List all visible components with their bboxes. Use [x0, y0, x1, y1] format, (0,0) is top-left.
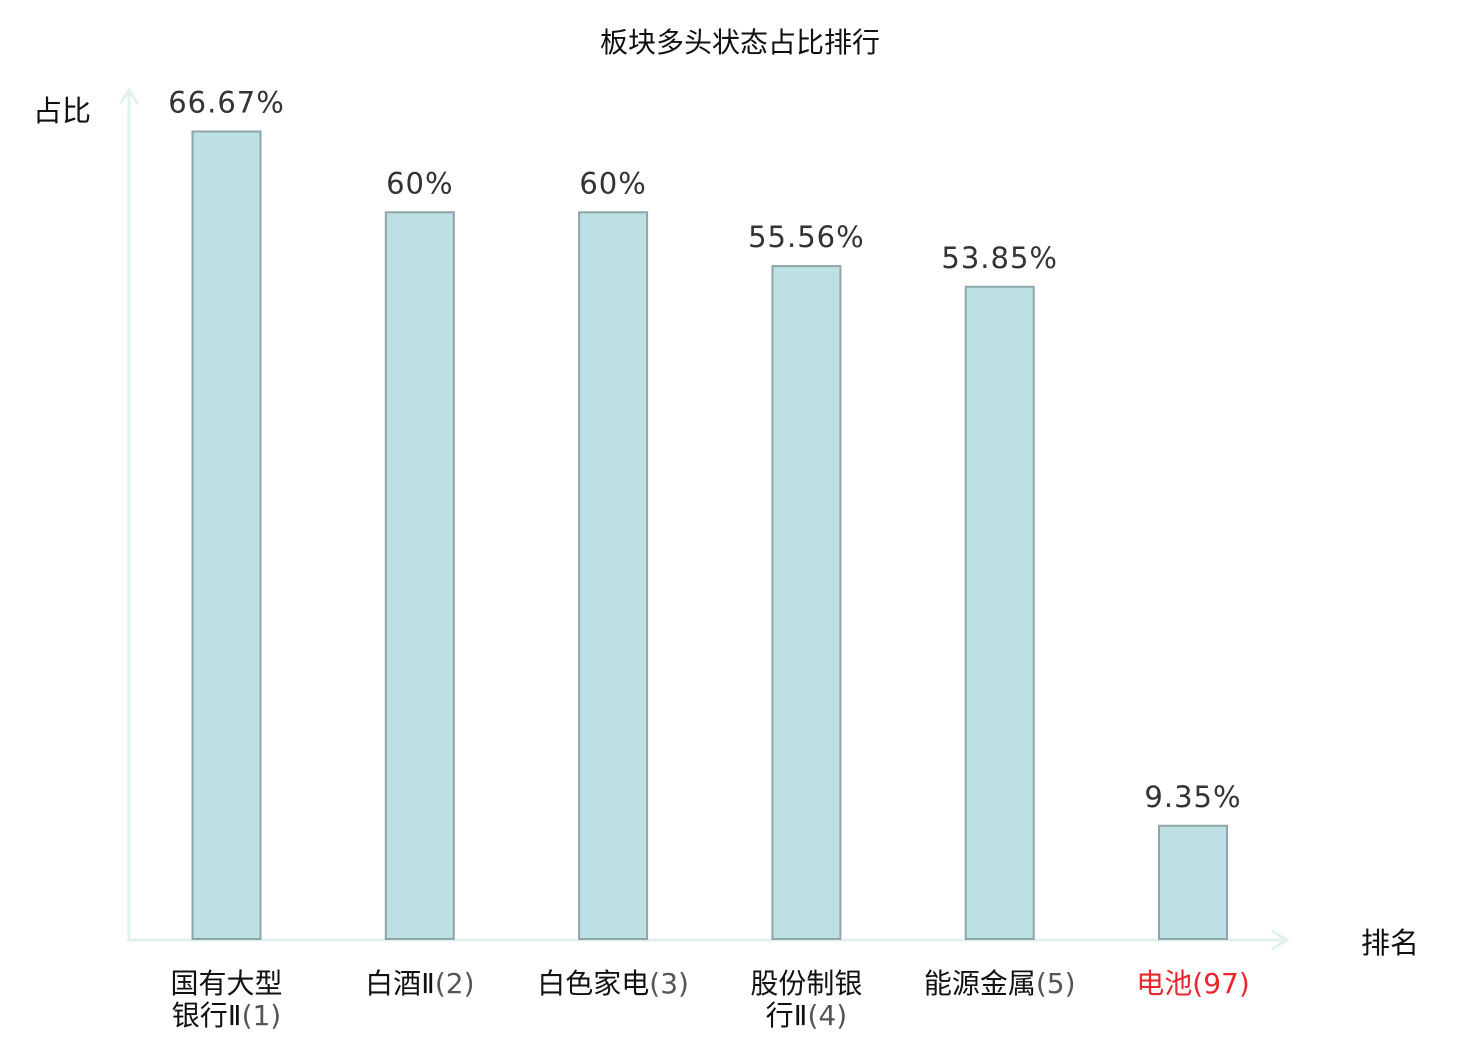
- value-label-4: 55.56%: [748, 220, 865, 254]
- category-rank: (97): [1192, 967, 1249, 1000]
- x-axis: [127, 929, 1290, 951]
- bar-4: [771, 265, 842, 940]
- category-rank: (4): [807, 999, 847, 1032]
- category-label-line: 能源金属: [924, 967, 1036, 1000]
- y-axis-label: 占比: [33, 94, 91, 128]
- category-label-line: 国有大型: [170, 967, 282, 1000]
- category-label-line: 白色家电: [537, 967, 649, 1000]
- x-axis-label: 排名: [1361, 926, 1419, 960]
- category-label-2: 白酒Ⅱ(2): [365, 967, 474, 1000]
- category-rank: (2): [435, 967, 475, 1000]
- category-rank: (1): [242, 999, 282, 1032]
- value-label-5: 53.85%: [941, 241, 1058, 275]
- value-label-2: 60%: [386, 166, 453, 200]
- category-rank: (5): [1036, 967, 1076, 1000]
- category-rank: (3): [649, 967, 689, 1000]
- bar-6: [1158, 824, 1228, 940]
- bar-1: [191, 130, 262, 940]
- category-label-line: 股份制银: [750, 967, 862, 1000]
- category-label-line: 电池: [1136, 967, 1192, 1000]
- category-label-line: 白酒Ⅱ: [365, 967, 435, 1000]
- value-label-1: 66.67%: [168, 86, 285, 120]
- value-label-6: 9.35%: [1144, 780, 1241, 814]
- bar-2: [384, 211, 455, 941]
- category-label-line: 银行Ⅱ: [172, 999, 242, 1032]
- y-axis-arrow: [118, 87, 140, 105]
- chart-title: 板块多头状态占比排行: [600, 26, 880, 59]
- y-axis: [118, 87, 140, 940]
- bar-3: [578, 211, 649, 941]
- value-labels-group: 66.67% 60% 60% 55.56% 53.85% 9.35%: [168, 86, 1241, 814]
- category-labels-group: 国有大型银行Ⅱ(1) 白酒Ⅱ(2) 白色家电(3) 股份制银行Ⅱ(4) 能源金属(5) 电…: [170, 967, 1249, 1032]
- category-label-4: 股份制银行Ⅱ(4): [750, 967, 862, 1032]
- category-label-3: 白色家电(3): [537, 967, 689, 1000]
- bars-group: [191, 130, 1228, 941]
- category-label-5: 能源金属(5): [924, 967, 1076, 1000]
- category-label-6: 电池(97): [1136, 967, 1250, 1000]
- bar-5: [964, 285, 1035, 940]
- category-label-line: 行Ⅱ: [766, 999, 808, 1032]
- value-label-3: 60%: [579, 166, 646, 200]
- category-label-1: 国有大型银行Ⅱ(1): [170, 967, 282, 1032]
- x-axis-arrow: [1271, 929, 1290, 951]
